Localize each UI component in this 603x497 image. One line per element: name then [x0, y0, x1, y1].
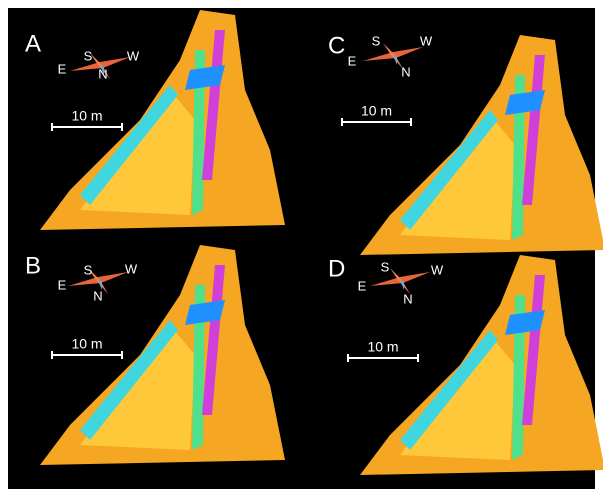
- compass-letter: W: [127, 48, 140, 63]
- compass-letter: N: [98, 66, 107, 81]
- compass-letter: W: [431, 262, 444, 277]
- compass-letter: N: [93, 288, 102, 303]
- compass-letter: W: [125, 261, 138, 276]
- scale-label: 10 m: [367, 339, 398, 355]
- compass-letter: E: [58, 277, 67, 292]
- panel-label: A: [25, 30, 41, 57]
- compass-letter: N: [403, 291, 412, 306]
- compass-letter: E: [358, 278, 367, 293]
- compass-letter: N: [401, 64, 410, 79]
- compass-letter: S: [381, 259, 390, 274]
- page: ASWEN10 mBSWEN10 mCSWEN10 mDSWEN10 m (()…: [0, 0, 603, 497]
- compass-letter: S: [84, 48, 93, 63]
- panel-label: D: [328, 255, 345, 282]
- panel-label: C: [328, 32, 345, 59]
- scale-label: 10 m: [361, 103, 392, 119]
- figure: A S W E N 10 m B S W E N 10 m C S W E N 10 m D S W E N 10 m: [0, 0, 603, 497]
- compass-letter: S: [372, 33, 381, 48]
- compass-letter: E: [348, 53, 357, 68]
- compass-letter: W: [420, 33, 433, 48]
- compass-letter: S: [84, 262, 93, 277]
- scale-label: 10 m: [71, 108, 102, 124]
- scale-label: 10 m: [71, 336, 102, 352]
- compass-letter: E: [58, 61, 67, 76]
- panel-label: B: [25, 252, 41, 279]
